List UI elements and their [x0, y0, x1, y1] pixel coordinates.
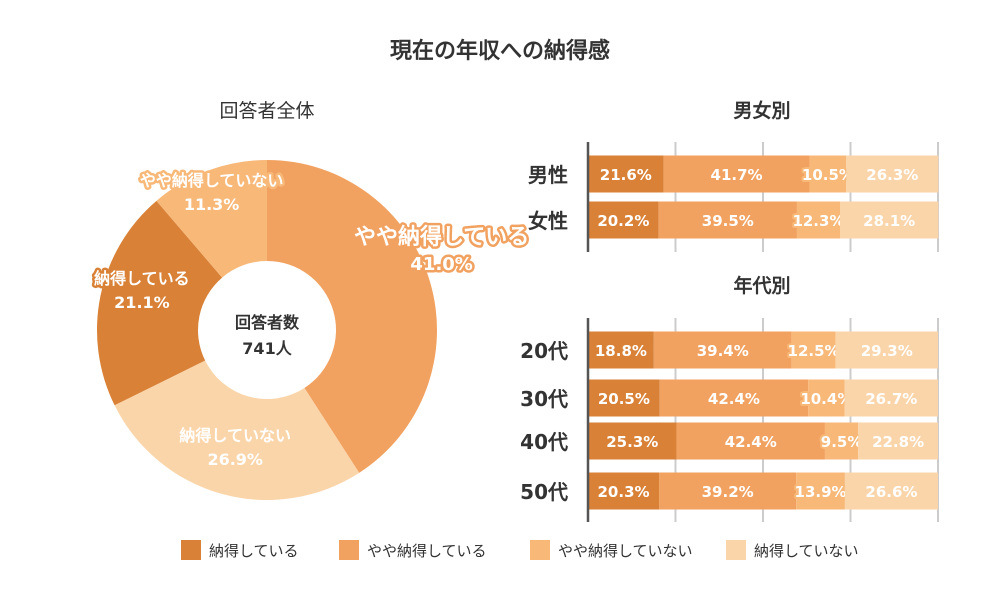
bar-value-label: 26.3% [866, 166, 918, 184]
pie-category-label: やや納得していない [140, 171, 284, 190]
bar-value-label: 12.5% [788, 342, 840, 360]
bar-segment [840, 201, 939, 239]
bar-value-label: 39.5% [702, 212, 754, 230]
bar-value-label: 41.7% [711, 166, 763, 184]
bar-segment [858, 422, 938, 460]
bar-value-label: 22.8% [872, 433, 924, 451]
pie-category-label: やや納得している [354, 224, 529, 250]
bar-value-label: 26.6% [865, 483, 917, 501]
pie-value-label: 41.0% [410, 254, 472, 275]
legend: 納得している やや納得している やや納得していない 納得していない [181, 540, 859, 560]
legend-label: 納得している [209, 542, 299, 560]
bar-value-label: 10.5% [802, 166, 854, 184]
bar-segment [659, 472, 797, 510]
bar-value-label: 21.6% [600, 166, 652, 184]
bar-segment [676, 422, 825, 460]
pie-value-label: 26.9% [207, 450, 263, 469]
bar-segment [588, 155, 664, 193]
bar-segment [588, 472, 660, 510]
gender-subtitle: 男女別 [733, 99, 790, 122]
row-label: 50代 [520, 480, 568, 504]
bar-segment [588, 201, 659, 239]
age-subtitle: 年代別 [733, 274, 790, 297]
bar-value-label: 42.4% [708, 390, 760, 408]
legend-label: 納得していない [754, 542, 859, 560]
row-label: 20代 [520, 339, 568, 363]
bar-value-label: 25.3% [606, 433, 658, 451]
bar-segment [824, 422, 859, 460]
pie-center-label: 回答者数 [235, 313, 300, 332]
pie-category-label: 納得していない [179, 426, 291, 445]
legend-swatch [530, 540, 550, 560]
legend-label: やや納得している [367, 542, 487, 560]
pie-slice [156, 160, 267, 278]
bar-segment [809, 155, 847, 193]
bar-value-label: 42.4% [725, 433, 777, 451]
bar-segment [846, 155, 939, 193]
bar-segment [796, 472, 845, 510]
bar-segment [659, 379, 809, 417]
bar-value-label: 9.5% [821, 433, 863, 451]
pie-slice [114, 360, 360, 500]
bar-segment [588, 379, 660, 417]
bar-value-label: 10.4% [800, 390, 852, 408]
bar-segment [791, 331, 836, 369]
legend-swatch [726, 540, 746, 560]
pie-value-label: 21.1% [114, 293, 170, 312]
bar-segment [663, 155, 810, 193]
legend-swatch [181, 540, 201, 560]
bar-segment [844, 472, 938, 510]
bar-segment [588, 331, 654, 369]
bar-value-label: 20.2% [597, 212, 649, 230]
pie-chart: やや納得している 41.0% 納得していない 26.9% 納得している 21.1% やや納得… [92, 160, 532, 500]
bar-value-label: 20.3% [598, 483, 650, 501]
bar-value-label: 39.2% [702, 483, 754, 501]
row-label: 女性 [528, 209, 568, 233]
bar-segment [844, 379, 938, 417]
pie-value-label: 11.3% [184, 195, 240, 214]
legend-label: やや納得していない [558, 542, 693, 560]
bar-value-label: 28.1% [863, 212, 915, 230]
bar-value-label: 39.4% [697, 342, 749, 360]
bar-value-label: 13.9% [795, 483, 847, 501]
bar-segment [653, 331, 792, 369]
pie-subtitle: 回答者全体 [219, 100, 314, 122]
pie-slice [96, 200, 223, 406]
row-label: 30代 [520, 387, 568, 411]
bar-value-label: 18.8% [595, 342, 647, 360]
bar-value-label: 20.5% [598, 390, 650, 408]
bar-segment [808, 379, 845, 417]
bar-charts: 21.6% 41.7% 10.5% 26.3% 男性 20.2% 39.5% 12.3% 28.… [520, 142, 939, 522]
bar-segment [658, 201, 797, 239]
bar-value-label: 12.3% [792, 212, 844, 230]
bar-segment [796, 201, 840, 239]
pie-slice [267, 160, 438, 473]
bar-value-label: 29.3% [861, 342, 913, 360]
bar-value-label: 26.7% [865, 390, 917, 408]
chart-title: 現在の年収への納得感 [390, 38, 610, 64]
bar-segment [835, 331, 938, 369]
row-label: 40代 [520, 430, 568, 454]
bar-segment [588, 422, 677, 460]
legend-swatch [339, 540, 359, 560]
row-label: 男性 [528, 163, 568, 187]
pie-center-value: 741人 [242, 339, 292, 358]
pie-category-label: 納得している [94, 269, 190, 288]
